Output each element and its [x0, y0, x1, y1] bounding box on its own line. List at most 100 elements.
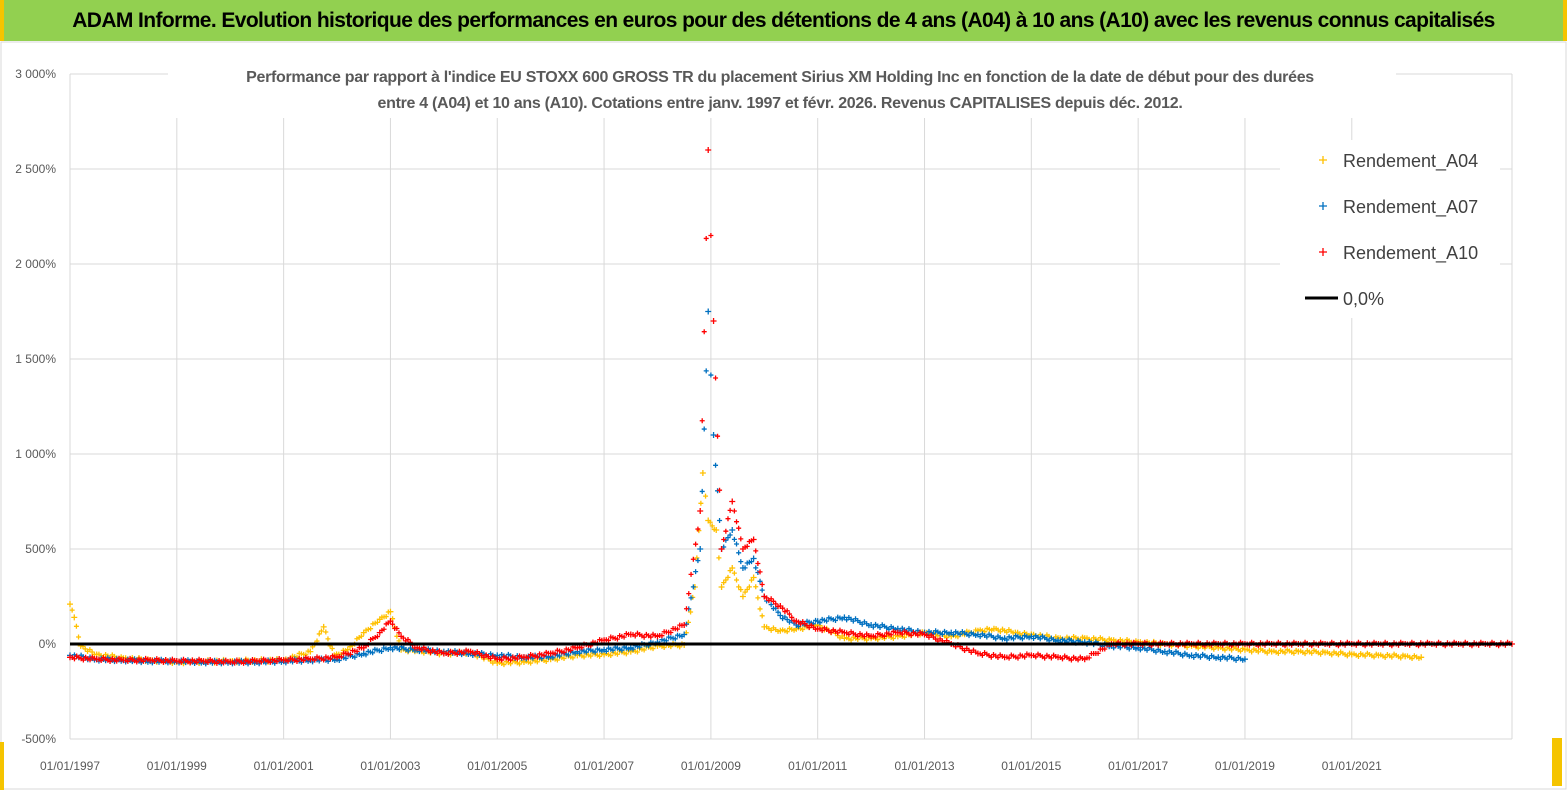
data-point — [1042, 655, 1048, 661]
data-point — [1389, 654, 1395, 660]
y-tick-label: 1 000% — [15, 447, 56, 461]
data-point — [1195, 645, 1201, 651]
data-point — [307, 648, 314, 655]
data-point — [705, 308, 712, 315]
data-point — [1095, 650, 1101, 656]
legend-label: Rendement_A10 — [1343, 243, 1478, 264]
data-point — [1238, 648, 1244, 654]
data-point — [759, 613, 765, 619]
data-point — [731, 570, 737, 576]
data-point — [1059, 656, 1065, 662]
x-tick-label: 01/01/2011 — [788, 759, 847, 773]
data-point — [908, 632, 914, 638]
data-point — [592, 649, 598, 655]
data-point — [614, 636, 620, 642]
data-point — [717, 518, 723, 523]
data-point — [725, 574, 731, 580]
corner-mark-bottom-left — [0, 742, 4, 790]
data-point — [610, 647, 616, 653]
data-point — [614, 651, 620, 657]
data-point — [703, 493, 709, 499]
x-tick-label: 01/01/1997 — [40, 759, 100, 773]
data-point — [543, 658, 549, 664]
data-point — [258, 659, 264, 665]
data-point — [577, 650, 583, 656]
scatter-chart: Performance par rapport à l'indice EU ST… — [0, 41, 1567, 790]
data-point — [738, 536, 744, 542]
data-point — [114, 658, 120, 664]
data-point — [1022, 654, 1028, 660]
report-header: ADAM Informe. Evolution historique des p… — [0, 0, 1567, 41]
data-point — [1137, 647, 1143, 653]
x-tick-label: 01/01/2005 — [467, 759, 527, 773]
data-point — [734, 519, 740, 525]
data-point — [454, 651, 460, 657]
data-point — [705, 147, 712, 153]
data-point — [1102, 646, 1108, 652]
data-point — [650, 646, 656, 652]
data-point — [597, 653, 603, 659]
data-point — [461, 650, 467, 656]
legend: Rendement_A04 Rendement_A07 Rendement_A10 0… — [1280, 140, 1500, 318]
data-point — [160, 659, 166, 665]
data-point — [354, 648, 360, 654]
data-point — [396, 630, 402, 636]
y-tick-label: -500% — [21, 732, 56, 746]
data-point — [561, 649, 567, 655]
legend-label: 0,0% — [1343, 289, 1384, 309]
data-point — [729, 498, 736, 505]
data-point — [736, 584, 742, 590]
data-point — [550, 655, 556, 661]
data-point — [835, 630, 841, 636]
data-point — [285, 658, 291, 664]
x-tick-label: 01/01/2019 — [1215, 759, 1275, 773]
data-point — [753, 584, 759, 590]
data-point — [713, 375, 719, 381]
data-point — [784, 608, 790, 614]
data-point — [663, 638, 669, 644]
legend-background — [1280, 140, 1500, 318]
data-point — [606, 637, 612, 643]
data-point — [817, 620, 823, 626]
data-point — [757, 606, 763, 612]
x-tick-label: 01/01/2001 — [254, 759, 314, 773]
data-point — [755, 595, 761, 601]
data-point — [1171, 651, 1177, 657]
data-point — [352, 654, 358, 660]
data-point — [718, 546, 725, 552]
chart-title-line-2: entre 4 (A04) et 10 ans (A10). Cotations… — [378, 95, 1183, 112]
data-point — [405, 648, 411, 654]
data-point — [374, 619, 380, 625]
data-point — [773, 601, 779, 607]
legend-marker — [1319, 248, 1327, 256]
data-point — [750, 536, 757, 543]
data-point — [1398, 655, 1404, 661]
data-point — [554, 657, 560, 663]
data-point — [1006, 655, 1012, 661]
data-point — [76, 634, 82, 640]
data-point — [784, 629, 790, 635]
x-tick-label: 01/01/2021 — [1322, 759, 1382, 773]
data-point — [784, 617, 790, 623]
data-point — [194, 659, 200, 665]
data-point — [710, 318, 717, 324]
data-point — [80, 657, 86, 663]
data-point — [1362, 653, 1368, 659]
data-point — [746, 584, 752, 590]
legend-label: Rendement_A07 — [1343, 197, 1478, 218]
data-point — [167, 659, 173, 665]
data-point — [1046, 638, 1052, 644]
data-point — [1371, 654, 1377, 660]
data-point — [405, 636, 411, 642]
data-point — [501, 662, 507, 668]
data-point — [701, 329, 707, 335]
data-point — [1019, 636, 1025, 642]
y-tick-label: 500% — [25, 542, 56, 556]
data-point — [1126, 646, 1132, 652]
data-point — [757, 569, 763, 575]
chart-title-background — [168, 62, 1396, 118]
data-point — [993, 636, 999, 642]
data-point — [846, 631, 852, 637]
data-point — [327, 656, 333, 662]
